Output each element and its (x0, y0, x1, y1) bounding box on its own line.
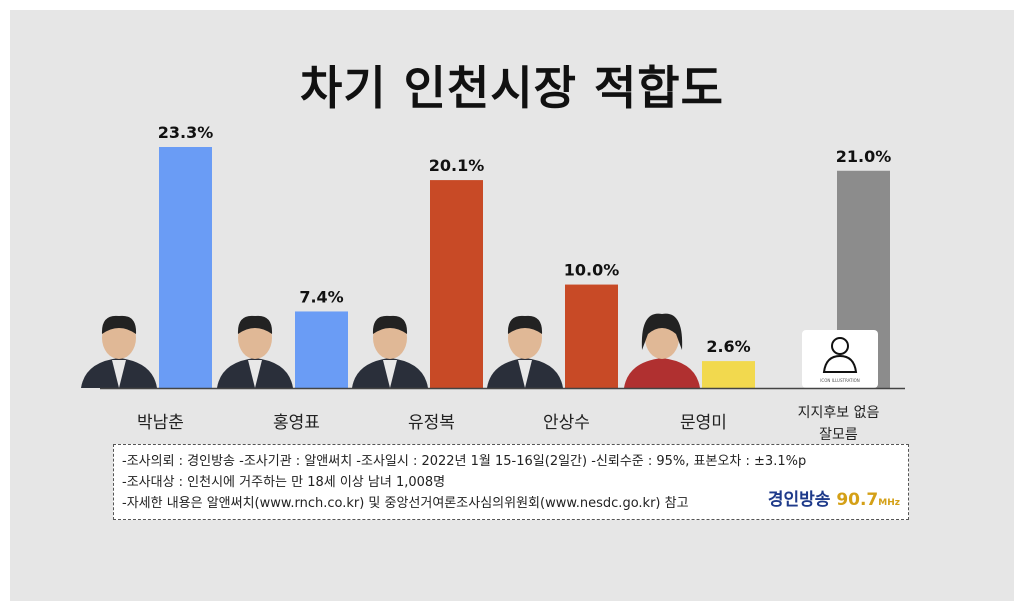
survey-info-line-2: -조사대상 : 인천시에 거주하는 만 18세 이상 남녀 1,008명 (122, 475, 446, 490)
bar-4 (565, 284, 618, 388)
value-label-4: 10.0% (564, 261, 620, 280)
icon-caption: ICON ILLUSTRATION (820, 378, 860, 383)
category-label-4: 안상수 (543, 413, 590, 433)
candidate-photo-3 (352, 315, 428, 388)
value-label-2: 7.4% (299, 287, 343, 306)
value-label-3: 20.1% (429, 156, 485, 175)
bar-5 (702, 361, 755, 388)
value-label-6: 21.0% (836, 147, 892, 166)
brand-unit: MHz (878, 498, 900, 508)
value-label-1: 23.3% (158, 123, 214, 142)
candidate-photo-5 (624, 313, 700, 388)
candidate-photo-2 (217, 315, 293, 388)
bar-1 (159, 147, 212, 388)
user-outline-icon: ICON ILLUSTRATION (802, 330, 878, 388)
bar-3 (430, 180, 483, 388)
brand-name: 경인방송 (767, 490, 831, 510)
category-label-2: 홍영표 (273, 413, 320, 433)
category-label-6-line-1: 지지후보 없음 (798, 405, 880, 421)
survey-info-line-3: -자세한 내용은 알앤써치(www.rnch.co.kr) 및 중앙선거여론조사… (122, 496, 689, 511)
bar-2 (295, 311, 348, 388)
survey-info-box: -조사의뢰 : 경인방송 -조사기관 : 알앤써치 -조사일시 : 2022년 … (113, 444, 909, 520)
candidate-photo-4 (487, 315, 563, 388)
brand-frequency: 90.7 (836, 490, 879, 510)
value-label-5: 2.6% (706, 337, 750, 356)
candidate-photo-1 (81, 315, 157, 388)
category-label-3: 유정복 (408, 413, 455, 433)
category-label-6-line-2: 잘모름 (819, 427, 858, 443)
category-label-5: 문영미 (680, 413, 727, 433)
survey-info-line-1: -조사의뢰 : 경인방송 -조사기관 : 알앤써치 -조사일시 : 2022년 … (122, 454, 807, 469)
broadcaster-logo: 경인방송 90.7MHz (768, 485, 900, 510)
chart-title: 차기 인천시장 적합도 (300, 61, 724, 115)
category-label-1: 박남춘 (137, 413, 184, 433)
